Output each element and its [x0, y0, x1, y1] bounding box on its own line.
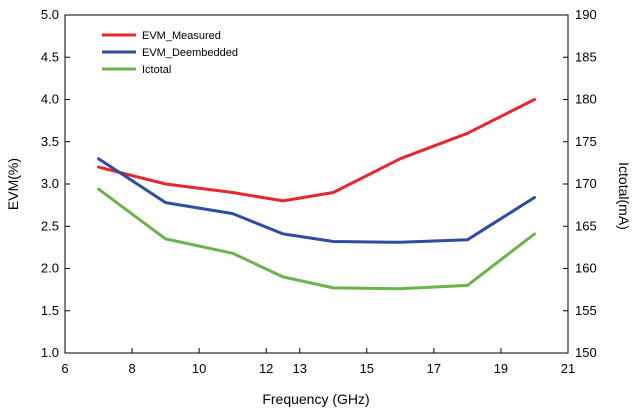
x-tick-label: 17	[427, 361, 441, 376]
series-layer	[97, 98, 536, 291]
y-tick-label: 4.5	[41, 49, 59, 64]
y2-tick-label: 185	[575, 49, 597, 64]
x-tick-label: 21	[561, 361, 575, 376]
y2-tick-label: 160	[575, 261, 597, 276]
y2-tick-label: 180	[575, 92, 597, 107]
legend: EVM_Measured EVM_Deembedded Ictotal	[102, 30, 238, 76]
y2-tick-label: 165	[575, 218, 597, 233]
y2-tick-label: 155	[575, 303, 597, 318]
y2-tick-label: 175	[575, 134, 597, 149]
legend-label: EVM_Deembedded	[142, 47, 238, 59]
x-tick-label: 12	[259, 361, 273, 376]
y2-axis-title: Ictotal(mA)	[616, 162, 632, 230]
right-axis-ticks: 150 155 160 165 170 175 180 185 190	[563, 7, 597, 360]
x-axis-title: Frequency (GHz)	[262, 391, 369, 407]
series-line-evm-deembedded	[97, 157, 536, 244]
legend-label: Ictotal	[142, 64, 171, 76]
y-tick-label: 2.0	[41, 261, 59, 276]
legend-label: EVM_Measured	[142, 30, 221, 42]
x-tick-label: 6	[61, 361, 68, 376]
x-axis-ticks: 6 8 10 12 13 15 17 19 21	[61, 348, 575, 376]
y-tick-label: 3.5	[41, 134, 59, 149]
plot-area	[64, 14, 569, 354]
series-line-ictotal	[97, 187, 536, 291]
x-tick-label: 19	[494, 361, 508, 376]
y-tick-label: 1.5	[41, 303, 59, 318]
left-axis-ticks: 1.0 1.5 2.0 2.5 3.0 3.5 4.0 4.5 5.0	[41, 7, 70, 360]
y2-tick-label: 190	[575, 7, 597, 22]
y2-tick-label: 170	[575, 176, 597, 191]
y-tick-label: 3.0	[41, 176, 59, 191]
x-tick-label: 8	[128, 361, 135, 376]
y-tick-label: 5.0	[41, 7, 59, 22]
x-tick-label: 15	[360, 361, 374, 376]
x-tick-label: 10	[192, 361, 206, 376]
series-line-evm-measured	[97, 98, 536, 203]
y2-tick-label: 150	[575, 345, 597, 360]
y-tick-label: 1.0	[41, 345, 59, 360]
y-axis-title: EVM(%)	[5, 158, 21, 210]
x-tick-label: 13	[292, 361, 306, 376]
y-tick-label: 4.0	[41, 92, 59, 107]
y-tick-label: 2.5	[41, 218, 59, 233]
